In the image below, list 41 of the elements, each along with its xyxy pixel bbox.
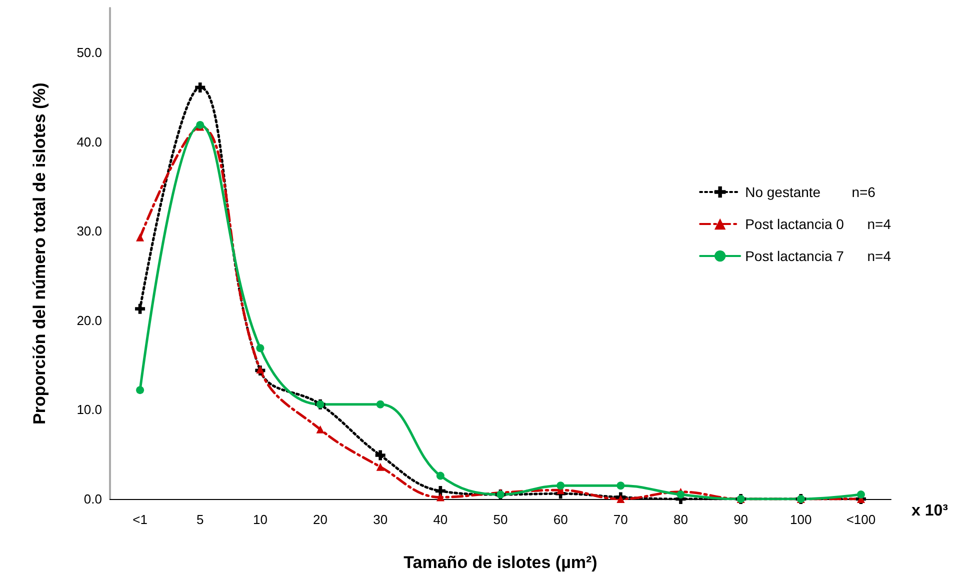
legend-label: Post lactancia 0 n=4	[745, 216, 892, 232]
legend-label: Post lactancia 7 n=4	[745, 248, 892, 264]
x-tick-label: 60	[553, 512, 568, 527]
x-tick-label: 20	[313, 512, 328, 527]
y-tick-label: 30.0	[76, 224, 102, 239]
x-tick-label: 10	[252, 512, 268, 527]
x-tick-label: 40	[433, 512, 448, 527]
y-tick-label: 20.0	[76, 312, 102, 328]
x-tick-label: 70	[613, 512, 628, 527]
y-tick-label: 0.0	[84, 492, 102, 506]
y-tick-label: 10.0	[76, 402, 102, 418]
legend-label: No gestante n=6	[745, 184, 876, 200]
x-tick-label: 80	[673, 512, 688, 527]
point	[256, 344, 264, 352]
point	[856, 490, 865, 499]
x-axis-title: Tamaño de islotes (µm²)	[404, 553, 598, 572]
x-tick-label: 100	[790, 512, 812, 527]
point	[136, 233, 144, 242]
point	[375, 450, 386, 460]
point	[316, 425, 324, 434]
x-tick-label: 50	[493, 512, 508, 527]
x-tick-label: <100	[846, 512, 876, 527]
point	[436, 472, 444, 480]
point	[136, 386, 144, 394]
x-tick-label: 90	[734, 512, 748, 527]
y-axis-title: Proporción del número total de islotes (%)	[30, 82, 49, 424]
point	[616, 482, 625, 490]
y-tick-label: 50.0	[76, 45, 102, 60]
point	[556, 482, 565, 490]
point	[195, 82, 206, 92]
text: x 10³	[912, 502, 948, 520]
point	[376, 400, 384, 408]
point	[376, 462, 384, 471]
point	[676, 490, 685, 499]
point	[436, 493, 444, 502]
point	[616, 495, 625, 503]
y-tick-label: 40.0	[76, 134, 102, 150]
x-tick-label: <1	[132, 512, 148, 527]
point	[135, 304, 146, 314]
x-tick-label: 5	[196, 512, 204, 527]
x-tick-label: 30	[373, 512, 388, 527]
